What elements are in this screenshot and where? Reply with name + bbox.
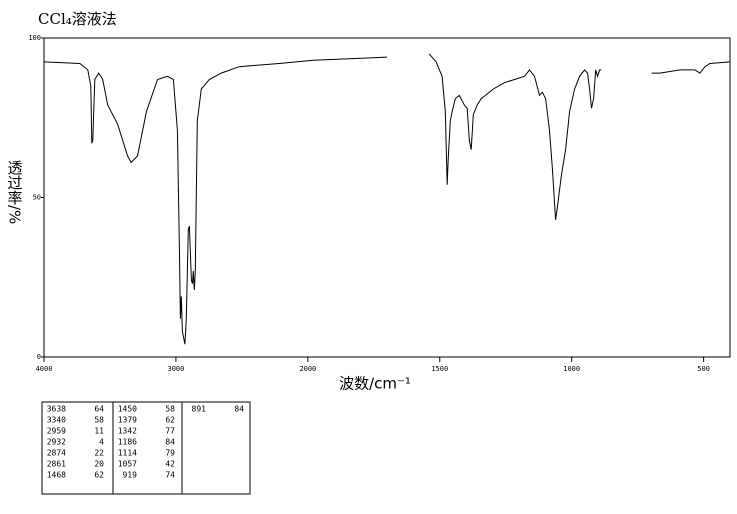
x-axis-label: 波数/cm⁻¹ [339,375,411,393]
x-tick-label: 2000 [299,365,316,373]
peak-wavenumber: 3340 [47,416,66,425]
peak-wavenumber: 1468 [47,471,66,480]
peak-wavenumber: 1114 [118,449,137,458]
y-axis-label: 透过率/% [6,160,24,224]
peak-wavenumber: 919 [123,471,138,480]
peak-wavenumber: 2874 [47,449,66,458]
x-tick-label: 4000 [36,365,53,373]
peak-wavenumber: 2861 [47,460,66,469]
peak-transmittance: 4 [99,438,104,447]
peak-wavenumber: 3638 [47,405,66,414]
plot-frame [43,37,731,358]
peak-wavenumber: 2959 [47,427,66,436]
peak-transmittance: 74 [165,471,175,480]
y-tick-label: 100 [28,34,41,42]
peak-transmittance: 84 [165,438,175,447]
peak-transmittance: 64 [94,405,104,414]
x-tick-label: 1000 [563,365,580,373]
peak-transmittance: 58 [165,405,175,414]
peak-transmittance: 42 [165,460,175,469]
peak-wavenumber: 1379 [118,416,137,425]
peak-wavenumber: 1342 [118,427,137,436]
peak-wavenumber: 1450 [118,405,137,414]
spectrum-line [43,53,731,345]
peak-transmittance: 20 [94,460,104,469]
peak-transmittance: 84 [234,405,244,414]
y-tick-label: 0 [37,353,41,361]
peak-transmittance: 58 [94,416,104,425]
peak-transmittance: 62 [165,416,175,425]
peak-wavenumber: 2932 [47,438,66,447]
peak-transmittance: 11 [94,427,104,436]
peak-transmittance: 62 [94,471,104,480]
chart-title: CCl₄溶液法 [38,10,117,28]
peak-wavenumber: 1186 [118,438,137,447]
x-tick-label: 500 [697,365,710,373]
peak-wavenumber: 1057 [118,460,137,469]
peak-transmittance: 22 [94,449,104,458]
peak-wavenumber: 891 [192,405,207,414]
peak-transmittance: 79 [165,449,175,458]
x-tick-label: 1500 [431,365,448,373]
table-frame [41,401,251,495]
peak-transmittance: 77 [165,427,175,436]
x-tick-label: 3000 [167,365,184,373]
y-tick-label: 50 [33,194,41,202]
